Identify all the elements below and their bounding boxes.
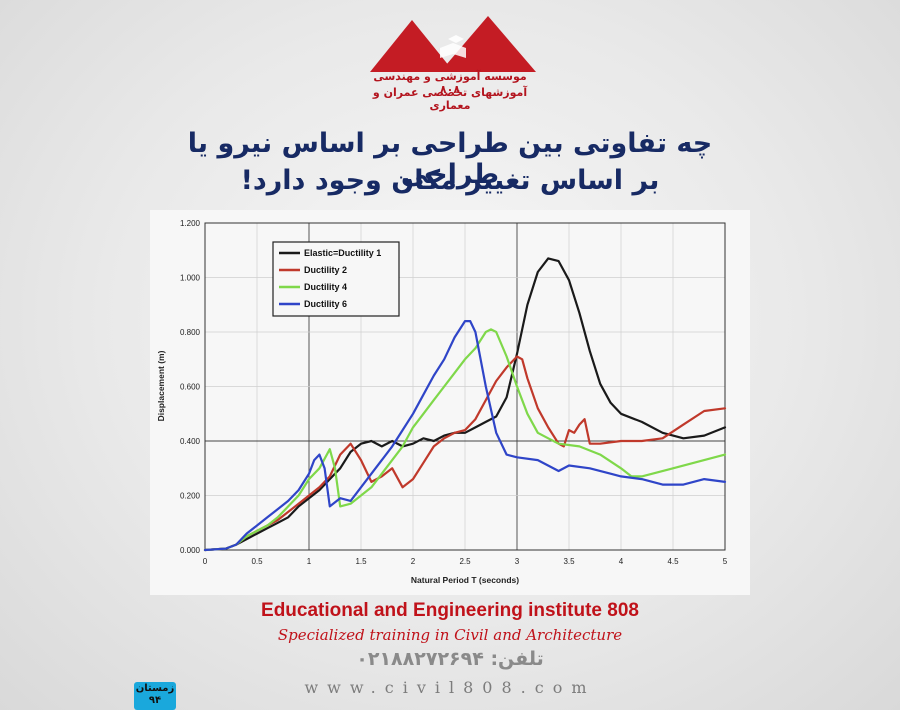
- y-tick-label: 0.000: [180, 546, 201, 555]
- y-tick-label: 1.000: [180, 274, 201, 283]
- x-tick-label: 2.5: [459, 557, 471, 566]
- headline-line-2: بر اساس تغییر مکان وجود دارد!: [240, 165, 660, 196]
- displacement-chart: 0 0.5 1 1.5 2 2.5 3 3.5 4 4.5 5 0.000 0.200 0.400 0.6…: [150, 210, 750, 595]
- series-line-2: [203, 355, 727, 552]
- logo-title: موسسه آموزشی و مهندسی ۸۰۸: [373, 70, 527, 96]
- series-line-3: [203, 328, 727, 552]
- x-tick-label: 3.5: [563, 557, 575, 566]
- logo-subtitle: آموزشهای تخصصی عمران و معماری: [372, 86, 528, 112]
- x-tick-labels: 0 0.5 1 1.5 2 2.5 3 3.5 4 4.5 5: [203, 557, 728, 566]
- institute-logo: [370, 16, 536, 72]
- x-tick-label: 0: [203, 557, 208, 566]
- x-tick-label: 1.5: [355, 557, 367, 566]
- y-tick-label: 0.600: [180, 383, 201, 392]
- x-tick-label: 0.5: [251, 557, 263, 566]
- legend-label: Ductility 2: [304, 265, 347, 275]
- website-url[interactable]: www.civil808.com: [304, 678, 596, 697]
- logo-right-peak: [440, 16, 536, 72]
- x-tick-label: 4: [619, 557, 624, 566]
- series-layer: [203, 257, 727, 552]
- headline-line-1: چه تفاوتی بین طراحی بر اساس نیرو یا طراح…: [187, 128, 713, 190]
- series-line-4: [203, 319, 727, 552]
- season-label: زمستان: [135, 683, 175, 694]
- legend-label: Ductility 6: [304, 299, 347, 309]
- phone-number: تلفن: ۰۲۱۸۸۲۷۲۶۹۴: [356, 648, 544, 670]
- x-axis-title: Natural Period T (seconds): [411, 575, 519, 585]
- y-tick-label: 0.200: [180, 492, 201, 501]
- x-tick-label: 4.5: [667, 557, 679, 566]
- series-line-1: [203, 257, 727, 552]
- logo-left-peak: [370, 20, 454, 72]
- logo-graduation-cap-icon: [448, 35, 464, 43]
- institute-name: Educational and Engineering institute 80…: [261, 600, 639, 621]
- x-tick-label: 1: [307, 557, 312, 566]
- y-tick-label: 1.200: [180, 219, 201, 228]
- season-year: ۹۴: [148, 695, 162, 706]
- x-tick-label: 3: [515, 557, 520, 566]
- y-tick-label: 0.400: [180, 437, 201, 446]
- institute-tagline: Specialized training in Civil and Archit…: [277, 626, 623, 644]
- y-tick-labels: 0.000 0.200 0.400 0.600 0.800 1.000 1.200: [180, 219, 201, 555]
- y-tick-label: 0.800: [180, 328, 201, 337]
- legend-label: Elastic=Ductility 1: [304, 248, 381, 258]
- plot-frame: [204, 222, 726, 551]
- legend: Elastic=Ductility 1 Ductility 2 Ductility …: [272, 241, 400, 317]
- y-axis-title: Displacement (m): [156, 350, 166, 421]
- logo-book-icon: [440, 43, 466, 58]
- season-badge: [134, 682, 176, 710]
- x-tick-label: 5: [723, 557, 728, 566]
- x-tick-label: 2: [411, 557, 416, 566]
- legend-label: Ductility 4: [304, 282, 347, 292]
- chart-background: [150, 210, 750, 595]
